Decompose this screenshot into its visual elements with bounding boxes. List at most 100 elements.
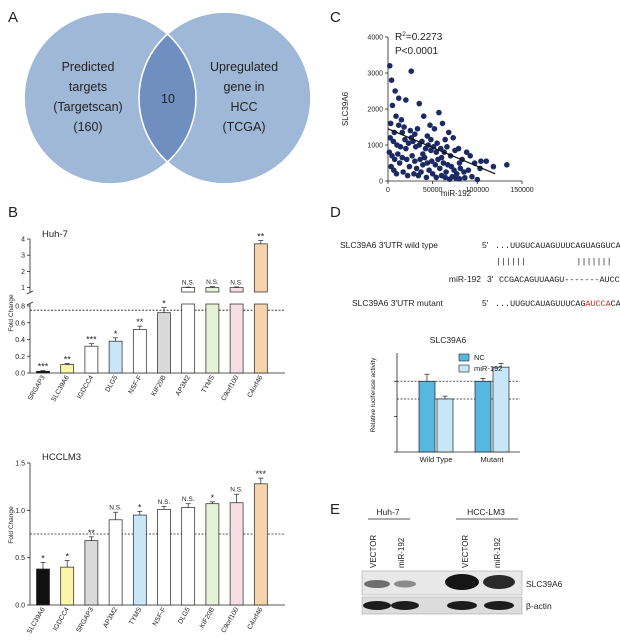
scatter-point <box>469 173 475 180</box>
hcclm3-ylabel: Fold Change <box>8 506 15 544</box>
scatter-point <box>395 95 402 101</box>
bar-igdcc4 <box>60 566 75 606</box>
bar-kif20b <box>157 312 171 374</box>
scatter-point <box>409 153 415 159</box>
scatter-point <box>416 100 423 107</box>
scatter-point <box>402 136 408 143</box>
scatter-point <box>440 160 447 166</box>
lane-3-label: VECTOR <box>461 535 470 568</box>
scatter-point <box>393 113 399 119</box>
category-label: KIF20B <box>150 374 168 398</box>
bar-c9orf100 <box>229 502 244 606</box>
bar-tyms <box>132 514 147 606</box>
legend-label: miR-192 <box>474 364 502 373</box>
bar-ap3m2-upper <box>181 287 196 293</box>
bar-srgap3 <box>36 370 50 374</box>
scatter-point <box>437 165 443 172</box>
huh7-group-label: Huh-7 <box>376 507 399 517</box>
panel-b-letter: B <box>8 204 18 221</box>
wild-type-sequence: ...UUGUCAUAGUUUCAGUAGGUCAU... <box>495 241 620 251</box>
luciferase-chart: Wild Type Mutant NC miR-192 <box>394 353 520 464</box>
bar-dlg5 <box>108 340 123 374</box>
significance-label: *** <box>256 469 267 479</box>
scatter-point <box>478 158 484 164</box>
venn-right-line-4: (TCGA) <box>222 120 265 134</box>
scatter-point <box>403 145 409 152</box>
scatter-y-tick: 1000 <box>367 143 383 150</box>
scatter-point <box>403 156 410 163</box>
r-squared-label: R2=0.2273 <box>395 31 443 43</box>
hcclm3-y-tick: 0.5 <box>15 555 25 562</box>
significance-label: * <box>211 493 215 503</box>
hcclm3-y-tick: 0.0 <box>15 603 25 610</box>
band-slc39a6-lane-4 <box>483 575 515 589</box>
huh7-y-tick: 4 <box>21 237 25 244</box>
panel-e-letter: E <box>330 501 340 518</box>
huh7-y-tick: 0.6 <box>15 320 25 327</box>
luciferase-category-label: Mutant <box>481 455 505 464</box>
scatter-point <box>406 163 413 170</box>
band-actin-lane-2 <box>391 601 419 610</box>
scatter-point <box>439 120 446 127</box>
legend-swatch <box>458 353 470 362</box>
scatter-point <box>433 149 440 155</box>
category-label: SRGAP3 <box>27 374 47 402</box>
bar-slc39a6 <box>36 568 50 606</box>
venn-left-line-2: targets <box>69 80 107 94</box>
binding-lines: |||||| ||||||| <box>496 257 612 267</box>
panel-a: A Predicted targets (Targetscan) (160) 1… <box>8 9 312 185</box>
bar-nsf-f <box>132 329 147 374</box>
scatter-point <box>398 117 405 123</box>
significance-label: N.S. <box>109 505 122 512</box>
scatter-point <box>457 165 464 172</box>
significance-label: *** <box>86 335 97 345</box>
significance-label: ** <box>64 354 72 364</box>
category-label: C4orf46 <box>246 606 264 631</box>
huh7-ylabel: Fold Change <box>8 294 15 332</box>
scatter-point <box>462 174 468 181</box>
scatter-point <box>392 88 398 94</box>
scatter-point <box>390 138 397 145</box>
category-label: TYMS <box>201 374 217 394</box>
huh7-y-tick: 0.0 <box>15 371 25 378</box>
band-actin-lane-4 <box>484 601 514 610</box>
scatter-point <box>387 120 394 127</box>
scatter-xlabel: miR-192 <box>441 189 472 198</box>
category-label: NSF-F <box>127 375 143 396</box>
luciferase-ylabel: Relative luciferase activity <box>370 357 377 433</box>
wild-type-label: SLC39A6 3'UTR wild type <box>340 240 438 250</box>
p-value-label: P<0.0001 <box>395 46 439 57</box>
scatter-point <box>417 156 423 163</box>
significance-label: ** <box>257 232 265 242</box>
scatter-point <box>428 158 435 164</box>
panel-d-letter: D <box>330 204 341 221</box>
band-slc39a6-lane-1 <box>364 580 390 588</box>
scatter-point <box>427 122 433 128</box>
significance-label: * <box>138 502 142 512</box>
luciferase-bar <box>492 366 510 453</box>
venn-overlap-count: 10 <box>161 92 175 106</box>
significance-label: N.S. <box>206 279 219 286</box>
scatter-point <box>445 129 452 136</box>
scatter-point <box>431 126 438 132</box>
wild-type-prime: 5' <box>482 240 489 250</box>
scatter-point <box>429 171 436 177</box>
scatter-point <box>434 140 440 146</box>
luciferase-bar <box>418 380 436 453</box>
scatter-point <box>432 162 439 168</box>
category-label: AP3M2 <box>102 606 119 629</box>
significance-label: N.S. <box>182 496 195 503</box>
significance-label: *** <box>38 361 49 371</box>
venn-left-line-4: (160) <box>73 120 102 134</box>
significance-label: N.S. <box>158 499 171 506</box>
scatter-point <box>418 169 424 175</box>
category-label: SRGAP3 <box>75 606 95 634</box>
hcclm3-group-label: HCC-LM3 <box>467 507 505 517</box>
significance-label: * <box>162 299 166 309</box>
bar-igdcc4 <box>84 345 99 374</box>
scatter-point <box>426 167 432 173</box>
bar-c4orf46 <box>253 483 268 606</box>
panel-c: C R2=0.2273 P<0.0001 SLC39A6 miR-192 0 10… <box>330 9 534 198</box>
huh7-y-tick: 0.4 <box>15 337 25 344</box>
scatter-point <box>386 63 393 69</box>
